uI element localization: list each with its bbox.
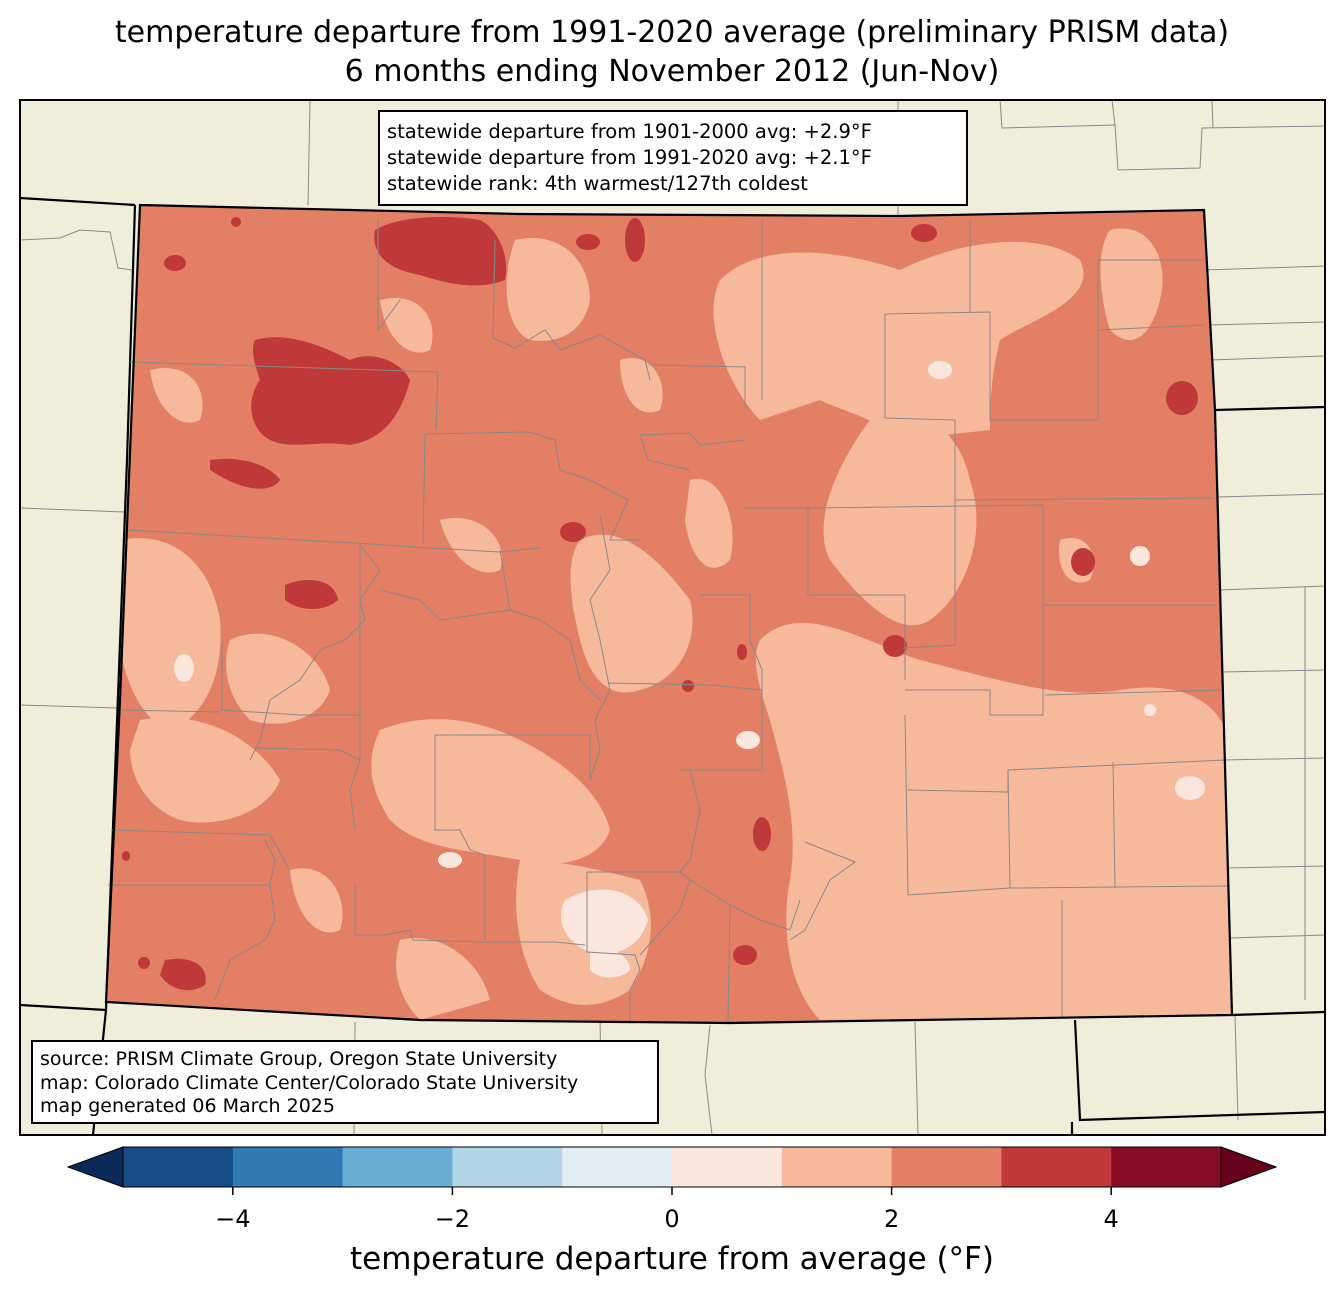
colorbar-segment [1001, 1147, 1112, 1187]
map-area [20, 100, 1325, 1135]
colorbar [66, 1146, 1278, 1195]
stats-box: statewide departure from 1901-2000 avg: … [378, 110, 968, 206]
source-box: source: PRISM Climate Group, Oregon Stat… [31, 1040, 659, 1124]
colorbar-tick-label: 4 [1103, 1205, 1119, 1233]
map-frame [19, 99, 1326, 1136]
stats-line-rank: statewide rank: 4th warmest/127th coldes… [387, 172, 808, 195]
colorbar-segment [891, 1147, 1002, 1187]
colorbar-segment [672, 1147, 783, 1187]
map-generated-line: map generated 06 March 2025 [40, 1095, 335, 1117]
source-line: source: PRISM Climate Group, Oregon Stat… [40, 1048, 557, 1070]
colorbar-under-arrow [66, 1146, 124, 1188]
colorbar-segment [342, 1147, 453, 1187]
map-credit-line: map: Colorado Climate Center/Colorado St… [40, 1072, 578, 1094]
colorbar-tick-label: −4 [215, 1205, 251, 1233]
temperature-field [106, 205, 1232, 1023]
colorbar-tick-label: −2 [434, 1205, 471, 1233]
colorbar-title: temperature departure from average (°F) [350, 1241, 994, 1277]
colorbar-segment [781, 1147, 893, 1187]
stats-line-1901-2000: statewide departure from 1901-2000 avg: … [387, 120, 872, 143]
colorbar-segment [123, 1147, 234, 1187]
colorbar-segment [452, 1147, 563, 1187]
map-title: temperature departure from 1991-2020 ave… [114, 15, 1230, 50]
colorbar-over-arrow [1220, 1146, 1278, 1188]
colorbar-tick-label: 0 [664, 1205, 680, 1233]
colorbar-segment [232, 1147, 344, 1187]
colorado-border [104, 203, 1234, 1025]
colorbar-segment [562, 1147, 673, 1187]
colorbar-segment [1111, 1147, 1222, 1187]
stats-line-1991-2020: statewide departure from 1991-2020 avg: … [387, 146, 872, 169]
colorado-county-lines [108, 218, 1229, 1023]
map-subtitle: 6 months ending November 2012 (Jun-Nov) [344, 54, 1000, 89]
colorbar-tick-label: 2 [883, 1205, 900, 1233]
